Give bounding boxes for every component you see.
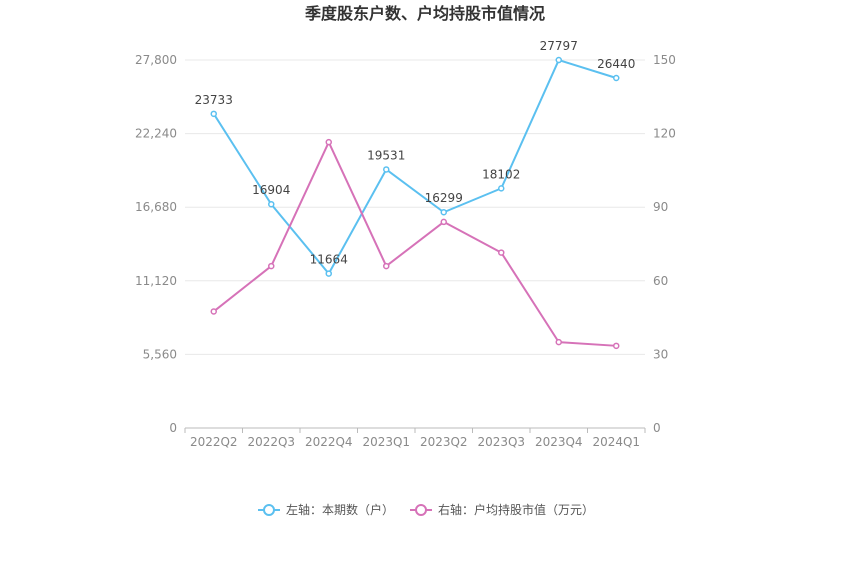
series-lines bbox=[210, 56, 620, 350]
left-axis-tick-label: 0 bbox=[169, 421, 177, 435]
data-label: 26440 bbox=[597, 57, 635, 71]
axes: 0 0 5,560 30 11,120 60 16,680 90 22,240 120 27,800… bbox=[135, 53, 676, 449]
data-label: 19531 bbox=[367, 148, 405, 162]
data-labels: 23733 16904 11664 19531 16299 18102 27797 26440 bbox=[195, 39, 636, 267]
data-label: 27797 bbox=[540, 39, 578, 53]
x-axis-tick-label: 2023Q3 bbox=[477, 435, 525, 449]
data-point bbox=[498, 185, 505, 192]
legend-item: 右轴：户均持股市值（万元） bbox=[410, 502, 594, 517]
left-axis-tick-label: 27,800 bbox=[135, 53, 177, 67]
right-axis-tick-label: 60 bbox=[653, 274, 668, 288]
data-point bbox=[440, 208, 447, 216]
data-point bbox=[440, 218, 447, 226]
x-axis-tick-label: 2022Q3 bbox=[247, 435, 295, 449]
x-axis-tick-label: 2023Q2 bbox=[420, 435, 468, 449]
legend-marker-icon bbox=[263, 504, 275, 516]
data-point bbox=[325, 270, 332, 277]
legend-marker-icon bbox=[415, 504, 427, 516]
gridlines bbox=[185, 59, 645, 355]
data-label: 18102 bbox=[482, 167, 520, 181]
legend-item: 左轴：本期数（户） bbox=[258, 502, 394, 517]
data-point bbox=[498, 249, 505, 256]
x-axis-tick-label: 2022Q4 bbox=[305, 435, 353, 449]
chart-title: 季度股东户数、户均持股市值情况 bbox=[304, 4, 545, 23]
right-axis-tick-label: 150 bbox=[653, 53, 676, 67]
right-axis-tick-label: 0 bbox=[653, 421, 661, 435]
left-axis-tick-label: 11,120 bbox=[135, 274, 177, 288]
legend-label: 左轴：本期数（户） bbox=[286, 502, 394, 517]
series-line-1 bbox=[212, 59, 617, 275]
data-point bbox=[268, 262, 275, 270]
data-point bbox=[210, 110, 217, 118]
data-point bbox=[325, 138, 332, 146]
x-axis-tick-label: 2023Q1 bbox=[362, 435, 410, 449]
x-axis-tick-label: 2022Q2 bbox=[190, 435, 238, 449]
data-point bbox=[555, 56, 562, 64]
x-axis-tick-label: 2023Q4 bbox=[535, 435, 583, 449]
left-axis-tick-label: 22,240 bbox=[135, 127, 177, 141]
data-point bbox=[383, 166, 390, 173]
data-point bbox=[613, 342, 620, 350]
data-point bbox=[210, 308, 217, 315]
legend-label: 右轴：户均持股市值（万元） bbox=[438, 502, 594, 517]
left-axis-tick-label: 5,560 bbox=[143, 347, 177, 361]
right-axis-tick-label: 120 bbox=[653, 127, 676, 141]
data-label: 23733 bbox=[195, 93, 233, 107]
data-point bbox=[383, 262, 390, 270]
data-point bbox=[613, 74, 620, 82]
data-label: 16904 bbox=[252, 183, 290, 197]
x-axis-tick-label: 2024Q1 bbox=[592, 435, 640, 449]
data-label: 11664 bbox=[310, 253, 348, 267]
right-axis-tick-label: 90 bbox=[653, 200, 668, 214]
data-point bbox=[555, 338, 562, 346]
left-axis-tick-label: 16,680 bbox=[135, 200, 177, 214]
data-label: 16299 bbox=[425, 191, 463, 205]
data-point bbox=[268, 200, 275, 208]
legend: 左轴：本期数（户） 右轴：户均持股市值（万元） bbox=[258, 502, 594, 517]
right-axis-tick-label: 30 bbox=[653, 347, 668, 361]
series-line-2 bbox=[213, 141, 617, 347]
